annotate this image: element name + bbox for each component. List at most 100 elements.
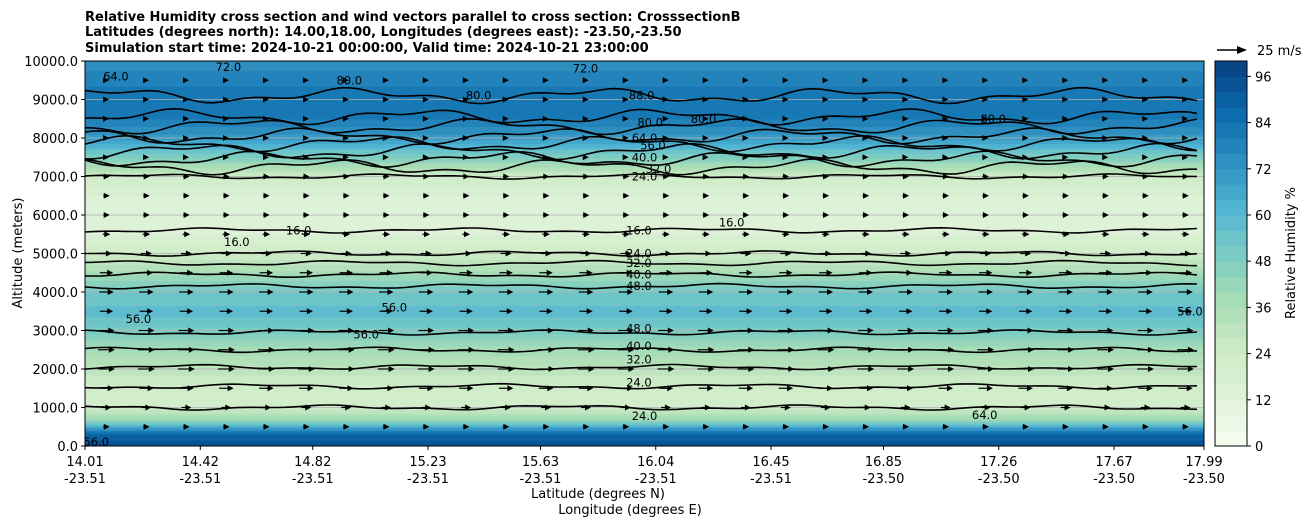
wind-vector-head	[346, 308, 353, 315]
wind-vector-head	[1182, 96, 1189, 103]
wind-vector-head	[945, 250, 952, 257]
wind-vector-head	[1102, 212, 1109, 218]
wind-vector-head	[428, 366, 435, 372]
wind-vector-head	[787, 327, 794, 334]
wind-vector-head	[1183, 231, 1190, 238]
wind-vector-head	[506, 269, 513, 276]
wind-vector-head	[427, 385, 434, 392]
wind-vector-head	[865, 250, 872, 257]
rh-band	[85, 388, 1204, 391]
x-tick-label-lat: 16.45	[752, 455, 789, 470]
wind-vector-head	[708, 366, 715, 372]
wind-vector-head	[742, 154, 749, 161]
wind-vector-head	[987, 327, 994, 334]
wind-vector-head	[543, 212, 550, 218]
wind-vector-head	[908, 346, 915, 353]
rh-band	[85, 376, 1204, 380]
wind-vector-head	[704, 404, 711, 411]
wind-vector-head	[267, 269, 274, 276]
rh-band	[85, 213, 1204, 216]
contour-label: 56.0	[1177, 304, 1203, 318]
wind-vector-head	[1066, 289, 1073, 295]
wind-vector-head	[184, 231, 191, 238]
rh-band	[85, 128, 1204, 131]
wind-vector-head	[787, 385, 794, 392]
rh-band	[85, 369, 1204, 372]
x-tick-label-lon: -23.51	[292, 472, 334, 487]
wind-vector-head	[1063, 231, 1070, 238]
wind-vector-head	[1144, 404, 1151, 411]
wind-vector-head	[223, 192, 230, 199]
wind-vector-head	[302, 77, 309, 84]
wind-vector-head	[263, 192, 270, 199]
wind-vector-head	[308, 327, 315, 334]
rh-band	[85, 188, 1204, 191]
rh-band	[85, 342, 1204, 345]
contour-line	[85, 271, 1198, 279]
rh-band	[85, 122, 1204, 126]
wind-vector-head	[783, 192, 790, 199]
wind-vector-head	[187, 269, 194, 276]
wind-vector-head	[1146, 269, 1153, 276]
wind-vector-head	[743, 423, 750, 430]
colorbar-tick-label: 12	[1255, 394, 1272, 409]
rh-band	[85, 220, 1204, 224]
wind-vector-head	[303, 212, 310, 218]
x-tick-label-lat: 16.04	[637, 455, 674, 470]
wind-vector-head	[342, 115, 349, 122]
wind-vector-head	[822, 154, 829, 161]
wind-vector-head	[107, 385, 114, 392]
wind-vector-head	[1102, 77, 1109, 84]
wind-vector-head	[583, 212, 590, 218]
wind-vector-head	[1062, 77, 1069, 84]
wind-vector-head	[267, 308, 274, 315]
wind-vector-head	[862, 115, 869, 122]
wind-vector-head	[862, 154, 869, 161]
rh-band	[85, 232, 1204, 235]
wind-vector-head	[148, 346, 155, 353]
wind-vector-head	[782, 96, 789, 103]
wind-vector-head	[1062, 212, 1069, 218]
wind-vector-head	[302, 154, 309, 161]
wind-vector-head	[1022, 96, 1029, 103]
x-tick-label-lon: -23.50	[1183, 472, 1225, 487]
wind-vector-head	[143, 77, 150, 84]
wind-vector-head	[188, 346, 195, 353]
wind-vector-head	[823, 173, 830, 180]
wind-vector-head	[223, 154, 230, 161]
rh-band	[85, 143, 1204, 147]
contour-label: 64.0	[632, 131, 658, 145]
rh-band	[85, 430, 1204, 434]
wind-vector-head	[665, 250, 672, 257]
wind-vector-head	[747, 327, 754, 334]
contour-line	[85, 117, 1198, 136]
wind-vector-head	[707, 385, 714, 392]
rh-band	[85, 284, 1204, 287]
wind-vector-head	[1102, 154, 1109, 161]
rh-band	[85, 86, 1204, 89]
wind-vector-head	[627, 289, 634, 295]
wind-vector-head	[942, 423, 949, 430]
rh-band	[85, 290, 1204, 293]
wind-vectors	[98, 77, 1194, 430]
rh-band	[85, 255, 1204, 258]
colorbar-band	[1215, 384, 1247, 401]
quiver-key-arrowhead	[1237, 46, 1247, 54]
wind-vector-head	[103, 212, 110, 218]
wind-vector-head	[502, 135, 509, 141]
wind-vector-head	[228, 346, 235, 353]
title-line-2: Latitudes (degrees north): 14.00,18.00, …	[85, 25, 682, 40]
wind-vector-head	[147, 385, 154, 392]
wind-vector-head	[342, 135, 349, 141]
wind-vector-head	[183, 423, 190, 430]
wind-vector-head	[183, 173, 190, 180]
wind-vector-head	[702, 115, 709, 122]
wind-vector-head	[428, 327, 435, 334]
rh-band	[85, 184, 1204, 187]
rh-band	[85, 132, 1204, 135]
wind-vector-head	[586, 308, 593, 315]
x-tick-label-lon: -23.50	[978, 472, 1020, 487]
wind-vector-head	[583, 423, 590, 430]
rh-band	[85, 305, 1204, 308]
